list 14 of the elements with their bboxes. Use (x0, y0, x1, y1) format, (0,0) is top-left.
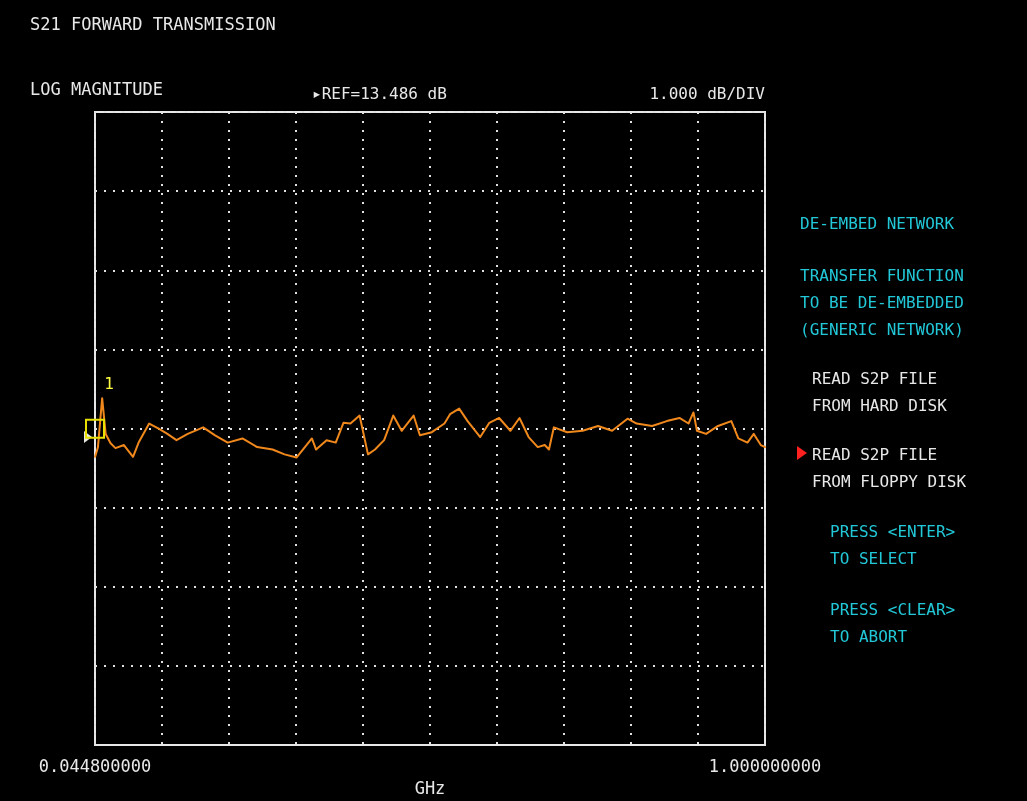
chart-subtitle: LOG MAGNITUDE (30, 78, 164, 99)
text: PRESS <CLEAR> TO ABORT (830, 600, 956, 646)
text: READ S2P FILE FROM HARD DISK (812, 369, 948, 415)
x-tick-label: 0.044800000 (38, 755, 152, 776)
text: TRANSFER FUNCTION TO BE DE-EMBEDDED (GENERIC NETWORK) (800, 266, 964, 339)
chart-title: S21 FORWARD TRANSMISSION (30, 13, 276, 34)
text: PRESS <ENTER> TO SELECT (830, 522, 956, 568)
text: READ S2P FILE FROM FLOPPY DISK (812, 445, 967, 491)
x-axis-title: GHz (414, 777, 446, 798)
annotation: 1 (104, 374, 114, 394)
text: 1.000 dB/DIV (649, 84, 766, 103)
text: ▸REF=13.486 dB (312, 84, 447, 103)
x-tick-label: 1.000000000 (708, 755, 822, 776)
text: DE-EMBED NETWORK (800, 214, 955, 233)
